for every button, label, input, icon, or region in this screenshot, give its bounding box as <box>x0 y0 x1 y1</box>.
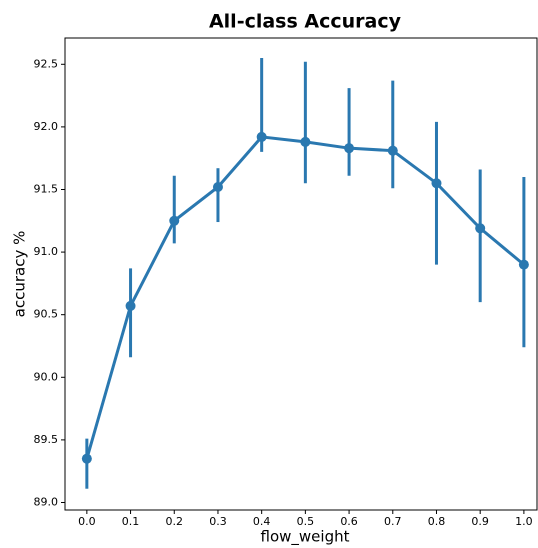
point <box>81 453 92 464</box>
x-tick-label: 0.9 <box>471 515 489 528</box>
axes-frame <box>64 37 538 511</box>
point <box>212 181 223 192</box>
y-tick-label: 90.5 <box>34 308 59 321</box>
y-tick-label: 91.0 <box>34 245 59 258</box>
y-tick-label: 91.5 <box>34 182 59 195</box>
point <box>475 223 486 234</box>
x-tick-label: 0.4 <box>253 515 271 528</box>
point <box>431 178 442 189</box>
y-tick-label: 89.0 <box>34 495 59 508</box>
point <box>256 131 267 142</box>
x-tick-label: 0.7 <box>384 515 402 528</box>
point <box>300 136 311 147</box>
y-tick-label: 92.0 <box>34 120 59 133</box>
x-axis-label: flow_weight <box>261 528 350 547</box>
point <box>125 300 136 311</box>
x-tick-label: 0.5 <box>297 515 315 528</box>
x-tick-label: 0.1 <box>122 515 140 528</box>
y-tick-label: 92.5 <box>34 57 59 70</box>
x-tick-label: 0.2 <box>166 515 184 528</box>
y-tick-label: 90.0 <box>34 370 59 383</box>
line <box>85 135 525 460</box>
y-axis-label: accuracy % <box>11 231 29 318</box>
point <box>387 145 398 156</box>
y-tick-label: 89.5 <box>34 433 59 446</box>
x-tick-label: 1.0 <box>515 515 533 528</box>
point <box>169 215 180 226</box>
x-tick-label: 0.8 <box>428 515 446 528</box>
chart-title: All-class Accuracy <box>209 11 402 33</box>
point <box>518 259 529 270</box>
x-tick-label: 0.3 <box>209 515 227 528</box>
point <box>344 143 355 154</box>
x-tick-label: 0.0 <box>78 515 96 528</box>
x-tick-label: 0.6 <box>340 515 358 528</box>
